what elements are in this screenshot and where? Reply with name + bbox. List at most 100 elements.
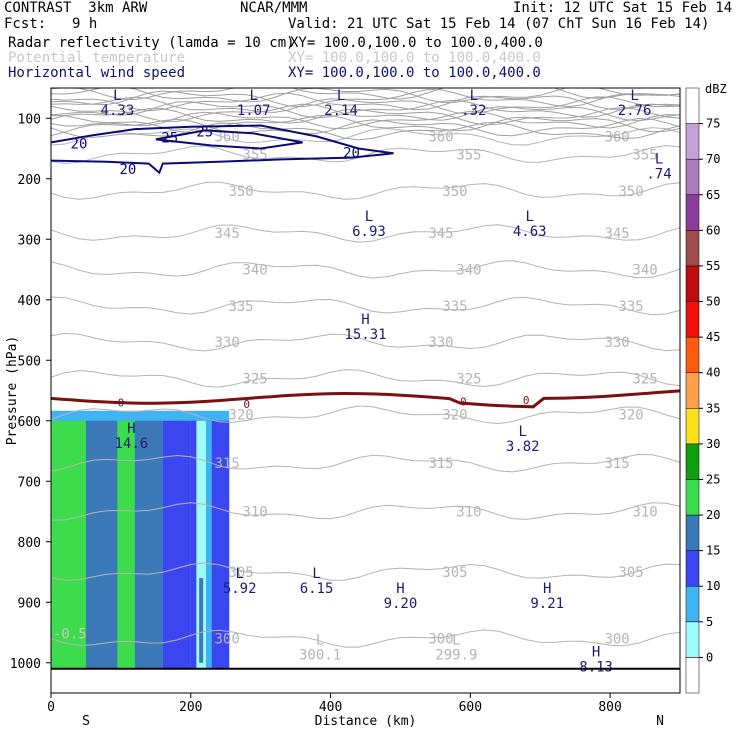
colorbar-swatch-15 <box>685 123 700 160</box>
theta-label-310: 310 <box>456 505 481 521</box>
colorbar-swatch-5 <box>685 479 700 516</box>
colorbar-label-10: 10 <box>706 579 720 593</box>
y-tick-label-800: 800 <box>18 536 41 551</box>
theta-dense-line <box>51 106 680 126</box>
y-tick-label-1000: 1000 <box>10 657 41 672</box>
theta-dense-line <box>51 110 680 130</box>
y-axis-label: Pressure (hPa) <box>5 336 20 446</box>
theta-line-350 <box>51 181 680 200</box>
x-end-label-left: S <box>82 714 90 729</box>
theta-label-360: 360 <box>214 129 239 145</box>
extremum-value-0: 4.33 <box>101 103 135 119</box>
colorbar-swatch-10 <box>685 301 700 338</box>
extremum-kind-6: L <box>365 209 373 225</box>
zero-dbz-label-2: 0 <box>460 395 467 408</box>
init-time: Init: 12 UTC Sat 15 Feb 14 <box>513 0 733 16</box>
theta-dense-line <box>51 114 680 134</box>
theta-dense-line <box>51 92 680 112</box>
theta-label-330: 330 <box>604 335 629 351</box>
wind-contour-20 <box>51 124 394 175</box>
colorbar-label-60: 60 <box>706 223 720 237</box>
theta-label-300: 300 <box>214 632 239 648</box>
theta-label-330: 330 <box>428 335 453 351</box>
colorbar-swatch-4 <box>685 514 700 551</box>
colorbar-label-0: 0 <box>706 650 713 664</box>
colorbar-label-65: 65 <box>706 188 720 202</box>
extremum-value-1: 1.07 <box>237 103 271 119</box>
extremum-kind-5: L <box>655 152 663 168</box>
wind-contour-25 <box>155 129 303 150</box>
theta-label-300: 300 <box>604 632 629 648</box>
fcst-value: 9 h <box>72 16 98 32</box>
theta-label-320: 320 <box>618 408 643 424</box>
colorbar-swatch-9 <box>685 336 700 373</box>
theta-label-345: 345 <box>428 226 453 242</box>
theta-label-340: 340 <box>456 263 481 279</box>
extremum-value-6: 6.93 <box>352 224 386 240</box>
refl-column-3 <box>134 420 163 669</box>
model-title: CONTRAST 3km ARW <box>4 0 148 16</box>
extremum-kind-0: L <box>113 88 121 104</box>
extremum-value-7: 4.63 <box>513 224 547 240</box>
extremum-value-8: 15.31 <box>344 327 386 343</box>
extremum-kind-15: L <box>316 633 324 649</box>
theta-label-315: 315 <box>604 456 629 472</box>
org-label: NCAR/MMM <box>240 0 308 16</box>
theta-label-360: 360 <box>428 129 453 145</box>
colorbar-label-15: 15 <box>706 544 720 558</box>
colorbar-label-40: 40 <box>706 366 720 380</box>
theta-label-335: 335 <box>442 299 467 315</box>
y-tick-label-600: 600 <box>18 415 41 430</box>
colorbar-swatch-1 <box>685 621 700 658</box>
zero-dbz-label-0: 0 <box>118 397 125 410</box>
zero-dbz-label-1: 0 <box>243 398 250 411</box>
theta-line-310 <box>51 502 680 521</box>
extremum-kind-17: H <box>592 645 600 661</box>
theta-label-350: 350 <box>618 184 643 200</box>
colorbar-swatch-2 <box>685 585 700 623</box>
wind-label-20-1: 20 <box>119 162 136 178</box>
colorbar-label-25: 25 <box>706 472 720 486</box>
extremum-kind-2: L <box>337 88 345 104</box>
valid-time: Valid: 21 UTC Sat 15 Feb 14 (07 ChT Sun … <box>288 16 710 32</box>
colorbar-swatch-0 <box>685 657 700 694</box>
extremum-value-16: 299.9 <box>435 648 477 664</box>
theta-label-325: 325 <box>632 371 657 387</box>
x-axis-label: Distance (km) <box>315 714 417 729</box>
x-tick-label-200: 200 <box>179 700 202 715</box>
theta-line-315 <box>51 453 680 473</box>
wind-label-20-2: 20 <box>343 146 360 162</box>
extremum-kind-10: L <box>519 424 527 440</box>
wind-contours: 20 20 20 25 25 <box>51 124 394 178</box>
theta-line-325 <box>51 369 680 388</box>
theta-line-320 <box>51 405 680 425</box>
colorbar-swatch-11 <box>685 265 700 302</box>
x-end-label-right: N <box>656 714 664 729</box>
theta-label-305: 305 <box>228 565 253 581</box>
y-tick-label-300: 300 <box>18 233 41 248</box>
theta-dense-line <box>51 117 680 137</box>
refl-gap <box>196 420 207 669</box>
theta-line-330 <box>51 332 680 352</box>
field-2-xy: XY= 100.0,100.0 to 100.0,400.0 <box>288 50 541 66</box>
extremum-value-17: 8.13 <box>579 660 613 676</box>
theta-label-340: 340 <box>242 263 267 279</box>
theta-label-305: 305 <box>442 565 467 581</box>
refl-column-1 <box>85 420 118 669</box>
wind-label-20-0: 20 <box>71 137 88 153</box>
extremum-value-10: 3.82 <box>506 439 540 455</box>
colorbar-label-55: 55 <box>706 259 720 273</box>
x-tick-label-800: 800 <box>598 700 621 715</box>
fcst-label: Fcst: <box>4 16 47 32</box>
plot-frame <box>50 87 681 694</box>
colorbar-label-45: 45 <box>706 330 720 344</box>
extremum-value-14: 9.21 <box>530 596 564 612</box>
zero-dbz-path <box>51 389 680 409</box>
zero-dbz-label-3: 0 <box>523 394 530 407</box>
theta-label-355: 355 <box>632 148 657 164</box>
extremum-value-9: 14.6 <box>115 436 149 452</box>
y-tick-label-100: 100 <box>18 112 41 127</box>
colorbar-swatch-13 <box>685 194 700 231</box>
field-1-xy: XY= 100.0,100.0 to 100.0,400.0 <box>290 35 543 51</box>
